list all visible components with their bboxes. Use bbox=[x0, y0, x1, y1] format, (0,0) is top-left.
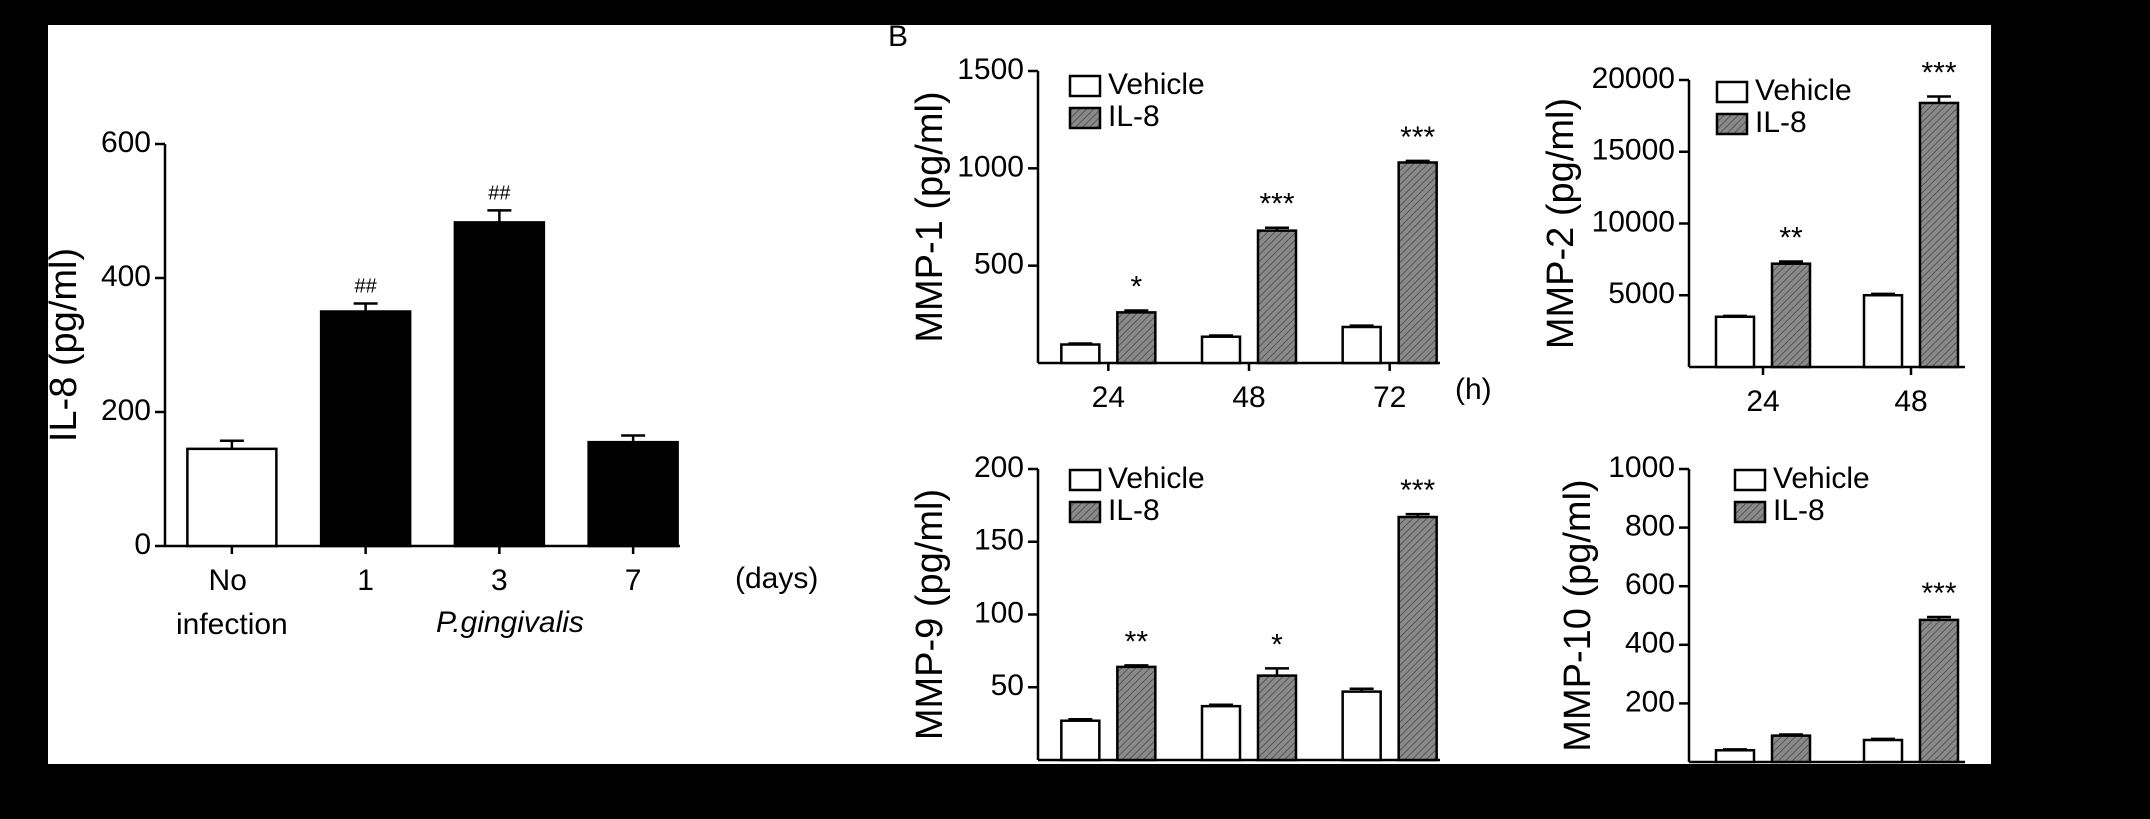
legend-swatch bbox=[1068, 468, 1102, 492]
annotation: ** bbox=[1779, 221, 1803, 254]
x-tick-label: 24 bbox=[1092, 381, 1125, 414]
bar bbox=[1116, 665, 1157, 762]
bar bbox=[1397, 515, 1438, 762]
legend-label: IL-8 bbox=[1755, 106, 1807, 139]
y-axis-title: MMP-9 (pg/ml) bbox=[909, 489, 951, 740]
x-tick-label: No infection bbox=[176, 564, 288, 641]
y-tick-label: 20000 bbox=[1592, 62, 1675, 95]
annotation: ## bbox=[355, 276, 378, 298]
y-tick-label: 50 bbox=[991, 669, 1024, 702]
bar bbox=[1341, 325, 1382, 365]
legend-swatch bbox=[1733, 468, 1767, 492]
annotation: *** bbox=[1400, 121, 1435, 154]
x-tick-label: 24 bbox=[1746, 385, 1779, 418]
legend-label: IL-8 bbox=[1108, 494, 1160, 527]
bar bbox=[1200, 704, 1242, 762]
legend-swatch bbox=[1715, 112, 1749, 136]
x-tick-label-line: No bbox=[209, 564, 256, 597]
bar bbox=[1116, 311, 1157, 365]
y-axis-title: MMP-2 (pg/ml) bbox=[1540, 98, 1582, 349]
y-tick-label: 15000 bbox=[1592, 134, 1675, 167]
y-tick-label: 10000 bbox=[1592, 205, 1675, 238]
legend-swatch bbox=[1715, 80, 1749, 104]
bar bbox=[1714, 749, 1756, 764]
y-tick-label: 400 bbox=[1625, 627, 1675, 660]
panel-label: B bbox=[888, 20, 908, 53]
bar bbox=[1397, 161, 1438, 365]
y-tick-label: 800 bbox=[1625, 510, 1675, 543]
y-axis-title: MMP-1 (pg/ml) bbox=[909, 91, 951, 342]
y-axis-title: IL-8 (pg/ml) bbox=[43, 248, 85, 442]
legend-swatch bbox=[1068, 74, 1102, 98]
bar bbox=[186, 447, 278, 548]
bar bbox=[453, 221, 546, 548]
x-axis-title: P.gingivalis bbox=[436, 606, 584, 639]
legend-label: Vehicle bbox=[1108, 462, 1205, 495]
annotation: *** bbox=[1921, 577, 1956, 610]
y-tick-label: 5000 bbox=[1608, 277, 1675, 310]
bar bbox=[1256, 674, 1298, 762]
x-tick-label: 48 bbox=[1232, 381, 1265, 414]
y-tick-label: 150 bbox=[974, 524, 1024, 557]
bar bbox=[1256, 229, 1298, 365]
bar bbox=[1862, 738, 1904, 764]
panels: 0 200 400 600 IL-8 (pg/ml) No infection 1 3 7 (da… bbox=[43, 20, 1965, 764]
y-tick-label: 400 bbox=[101, 260, 151, 293]
y-tick-label: 1500 bbox=[957, 53, 1024, 86]
annotation: ** bbox=[1125, 625, 1149, 658]
y-tick-label: 600 bbox=[1625, 568, 1675, 601]
y-tick-label: 200 bbox=[974, 451, 1024, 484]
y-axis-title: MMP-10 (pg/ml) bbox=[1557, 479, 1599, 751]
x-unit: (h) bbox=[1455, 373, 1492, 406]
y-tick-label: 200 bbox=[101, 394, 151, 427]
bar bbox=[1714, 315, 1756, 369]
annotation: * bbox=[1271, 628, 1283, 661]
bar bbox=[1862, 294, 1904, 369]
x-tick-label-line: infection bbox=[176, 608, 288, 641]
legend-swatch bbox=[1068, 106, 1102, 130]
y-tick-label: 1000 bbox=[1608, 451, 1675, 484]
annotation: *** bbox=[1921, 56, 1956, 89]
y-tick-label: 100 bbox=[974, 596, 1024, 629]
legend-swatch bbox=[1733, 500, 1767, 524]
bar bbox=[1770, 734, 1812, 764]
annotation: ## bbox=[488, 183, 511, 205]
x-tick-label: 1 bbox=[357, 564, 374, 597]
legend-label: Vehicle bbox=[1773, 462, 1870, 495]
legend-label: IL-8 bbox=[1108, 100, 1160, 133]
annotation: *** bbox=[1259, 188, 1294, 221]
legend-swatch bbox=[1068, 500, 1102, 524]
x-tick-label: 7 bbox=[625, 564, 642, 597]
bar bbox=[1200, 335, 1242, 365]
bar bbox=[1060, 343, 1101, 365]
annotation: * bbox=[1130, 270, 1142, 303]
y-tick-label: 500 bbox=[974, 248, 1024, 281]
x-unit: (days) bbox=[735, 562, 818, 595]
x-tick-label: 72 bbox=[1373, 381, 1406, 414]
bar bbox=[1770, 262, 1812, 369]
x-tick-label: 48 bbox=[1894, 385, 1927, 418]
y-tick-label: 0 bbox=[134, 528, 151, 561]
y-tick-label: 1000 bbox=[957, 150, 1024, 183]
bar bbox=[587, 440, 679, 548]
bar bbox=[1341, 690, 1382, 762]
y-tick-label: 200 bbox=[1625, 685, 1675, 718]
y-tick-label: 600 bbox=[101, 126, 151, 159]
x-tick-label: 3 bbox=[491, 564, 508, 597]
legend-label: IL-8 bbox=[1773, 494, 1825, 527]
legend-label: Vehicle bbox=[1108, 68, 1205, 101]
legend-label: Vehicle bbox=[1755, 74, 1852, 107]
bar bbox=[1918, 101, 1960, 369]
bar bbox=[1918, 618, 1960, 764]
bar bbox=[319, 310, 412, 548]
annotation: *** bbox=[1400, 474, 1435, 507]
bar bbox=[1060, 719, 1101, 762]
